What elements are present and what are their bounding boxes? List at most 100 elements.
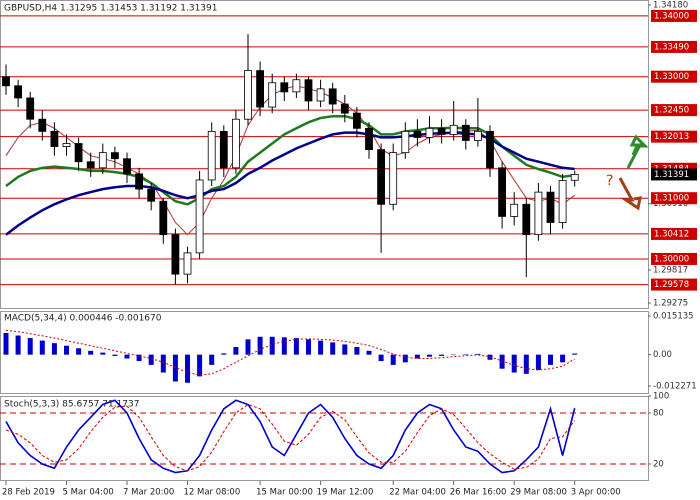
- y-tick-label: 1.34180: [653, 1, 688, 11]
- candle-body: [413, 130, 422, 138]
- macd-bar: [39, 340, 45, 355]
- candle-body: [207, 130, 216, 181]
- current-price-label: 1.31391: [654, 170, 689, 180]
- y-tick-label: 20: [653, 460, 664, 470]
- macd-bar: [281, 337, 287, 355]
- candle-body: [38, 118, 47, 132]
- x-tick-label: 19 Mar 12:00: [317, 488, 374, 498]
- macd-bar: [318, 340, 324, 355]
- macd-bar: [124, 354, 130, 359]
- macd-bar: [3, 332, 9, 355]
- x-tick-label: 12 Mar 08:00: [184, 488, 241, 498]
- macd-bar: [64, 345, 69, 355]
- level-label-box: [651, 130, 697, 143]
- candle-body: [461, 124, 470, 141]
- candle-body: [74, 143, 83, 163]
- chart-title: GBPUSD,H4 1.31295 1.31453 1.31192 1.3139…: [4, 4, 217, 14]
- candle-body: [510, 203, 519, 217]
- candle-body: [365, 127, 373, 150]
- candle-body: [147, 188, 156, 202]
- candle-body: [389, 152, 398, 205]
- candle-body: [558, 180, 567, 223]
- level-label: 1.32450: [654, 106, 689, 116]
- macd-bar: [354, 346, 360, 355]
- macd-bar: [15, 335, 21, 355]
- macd-bar: [88, 350, 94, 355]
- candle-body: [377, 149, 386, 205]
- macd-bar: [475, 353, 481, 355]
- x-tick-label: 22 Mar 04:00: [389, 488, 446, 498]
- candle-body: [2, 76, 10, 87]
- macd-bar: [414, 354, 420, 359]
- candle-body: [340, 103, 349, 114]
- x-tick-label: 7 Mar 20:00: [123, 488, 174, 498]
- level-label: 1.30412: [654, 229, 689, 239]
- level-label: 1.29578: [654, 280, 689, 290]
- main-panel: [0, 0, 649, 309]
- stoch-title: Stoch(5,3,3) 85.6757 71.1737: [4, 400, 139, 410]
- macd-bar: [269, 336, 275, 355]
- current-price-box: [651, 168, 697, 181]
- macd-signal: [5, 329, 575, 376]
- x-tick-label: 3 Apr 00:00: [571, 488, 621, 498]
- level-label: 1.31000: [654, 194, 689, 204]
- level-label-box: [651, 104, 697, 117]
- level-label-box: [651, 40, 697, 53]
- macd-panel: [0, 311, 649, 394]
- macd-bar: [499, 354, 505, 369]
- macd-bar: [185, 354, 190, 383]
- level-label-box: [651, 70, 697, 83]
- candle-body: [62, 143, 71, 147]
- x-tick-label: 5 Mar 04:00: [63, 488, 114, 498]
- candle-body: [159, 200, 168, 236]
- macd-bar: [209, 354, 215, 365]
- question-mark: ?: [606, 173, 613, 189]
- y-tick-label: 80: [653, 409, 664, 419]
- macd-bar: [463, 354, 469, 355]
- macd-bar: [330, 342, 336, 355]
- candle-body: [256, 70, 265, 108]
- macd-bar: [197, 354, 203, 377]
- macd-bar: [439, 354, 445, 356]
- candle-body: [352, 112, 361, 129]
- x-tick-label: 15 Mar 00:00: [256, 488, 313, 498]
- macd-bar: [535, 354, 541, 370]
- candle-body: [135, 173, 144, 190]
- macd-bar: [511, 354, 517, 373]
- candle-body: [280, 82, 289, 93]
- candle-body: [50, 130, 59, 147]
- y-tick-label: 0.00: [653, 350, 672, 360]
- candle-body: [328, 88, 337, 105]
- macd-bar: [221, 353, 227, 355]
- candle-body: [449, 124, 458, 135]
- macd-bar: [245, 339, 251, 355]
- stoch-line: [5, 399, 576, 474]
- macd-bar: [487, 354, 493, 360]
- up-arrow: [626, 134, 649, 169]
- candle-body: [473, 130, 482, 141]
- candle-body: [26, 97, 35, 120]
- level-label-box: [651, 252, 697, 265]
- candle-body: [195, 179, 204, 254]
- candle-body: [268, 82, 277, 108]
- macd-bar: [342, 344, 348, 355]
- down-arrow: [618, 177, 642, 211]
- level-label: 1.32013: [654, 132, 689, 142]
- macd-bar: [378, 354, 384, 362]
- level-label-box: [651, 192, 697, 205]
- macd-bar: [76, 348, 82, 355]
- macd-bar: [100, 352, 106, 355]
- stoch-panel: [0, 396, 649, 481]
- level-label-box: [651, 9, 697, 22]
- candle-body: [570, 174, 579, 181]
- candle-body: [231, 118, 240, 169]
- candle-body: [304, 79, 313, 102]
- level-label-box: [651, 278, 697, 291]
- macd-bar: [112, 354, 118, 356]
- x-tick-label: 26 Mar 16:00: [450, 488, 507, 498]
- level-label: 1.33490: [654, 42, 689, 52]
- candle-body: [14, 85, 23, 99]
- x-tick-label: 28 Feb 2019: [2, 488, 55, 498]
